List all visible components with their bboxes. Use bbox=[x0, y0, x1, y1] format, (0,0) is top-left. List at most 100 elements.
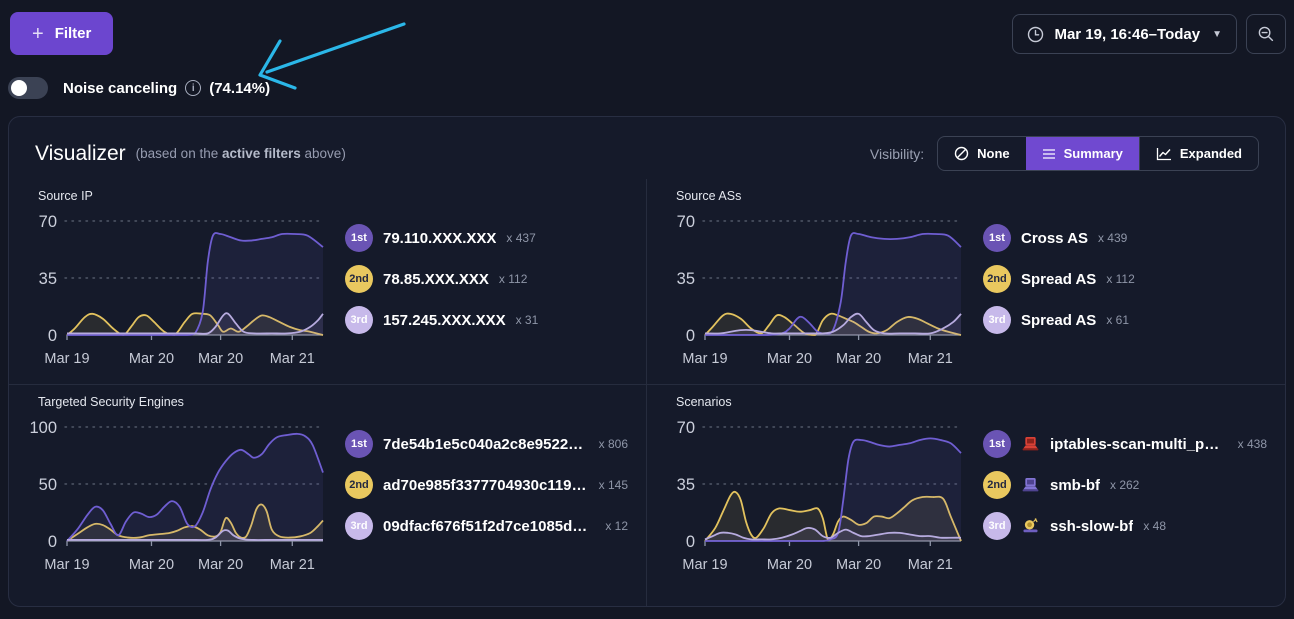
filter-button[interactable]: + Filter bbox=[10, 12, 114, 55]
svg-text:Mar 19: Mar 19 bbox=[44, 557, 89, 573]
date-range-button[interactable]: Mar 19, 16:46–Today ▼ bbox=[1012, 14, 1237, 54]
security-engines-legend: 1st 7de54b1e5c040a2c8e952278a3c3... x 80… bbox=[331, 391, 638, 579]
legend-row: 2nd smb-bf x 262 bbox=[983, 471, 1267, 499]
svg-text:Mar 20: Mar 20 bbox=[129, 351, 174, 367]
legend-count: x 262 bbox=[1110, 478, 1140, 492]
noise-canceling-toggle[interactable] bbox=[8, 77, 48, 99]
zoom-search-button[interactable] bbox=[1246, 14, 1286, 54]
legend-label: ad70e985f3377704930c119a85ccf... bbox=[383, 476, 589, 494]
svg-text:100: 100 bbox=[29, 419, 57, 437]
toggle-knob bbox=[11, 80, 27, 96]
noise-canceling-text: Noise canceling bbox=[63, 79, 178, 97]
chart-title: Source IP bbox=[38, 189, 93, 203]
legend-count: x 439 bbox=[1097, 231, 1128, 245]
source-ass-legend: 1st Cross AS x 439 2nd Spread AS x 112 3… bbox=[969, 185, 1277, 373]
legend-count: x 48 bbox=[1143, 519, 1167, 533]
laptop-purple-icon bbox=[1021, 477, 1040, 493]
noise-canceling-label: Noise canceling i (74.14%) bbox=[63, 80, 270, 97]
svg-text:Mar 21: Mar 21 bbox=[270, 351, 315, 367]
source-ip-chart: Source IP 0 35 70 Mar 19 Mar 20 Mar 20 Mar 21 bbox=[21, 185, 331, 384]
zoom-out-icon bbox=[1258, 26, 1274, 42]
visibility-expanded-button[interactable]: Expanded bbox=[1138, 137, 1258, 170]
svg-text:0: 0 bbox=[686, 533, 695, 551]
subtitle-bold: active filters bbox=[221, 146, 301, 161]
legend-label: ssh-slow-bf bbox=[1050, 517, 1134, 535]
visualizer-header: Visualizer (based on the active filters … bbox=[9, 117, 1285, 175]
subtitle-suffix: above) bbox=[300, 146, 346, 161]
legend-row: 2nd ad70e985f3377704930c119a85ccf... x 1… bbox=[345, 471, 628, 499]
svg-text:35: 35 bbox=[39, 270, 57, 288]
rank-badge: 1st bbox=[345, 430, 373, 458]
visibility-none-button[interactable]: None bbox=[938, 137, 1026, 170]
source-ip-plot: 0 35 70 Mar 19 Mar 20 Mar 20 Mar 21 bbox=[21, 203, 331, 376]
chart-title: Source ASs bbox=[676, 189, 742, 203]
source-ass-plot: 0 35 70 Mar 19 Mar 20 Mar 20 Mar 21 bbox=[659, 203, 969, 376]
legend-row: 3rd 09dfacf676f51f2d7ce1085d52b6061f x 1… bbox=[345, 512, 628, 540]
legend-count: x 31 bbox=[515, 313, 539, 327]
plus-icon: + bbox=[32, 22, 44, 45]
summary-list-icon bbox=[1042, 148, 1056, 160]
svg-text:Mar 19: Mar 19 bbox=[682, 557, 727, 573]
security-engines-plot: 0 50 100 Mar 19 Mar 20 Mar 20 Mar 21 bbox=[21, 409, 331, 582]
svg-text:Mar 20: Mar 20 bbox=[767, 351, 812, 367]
legend-row: 1st 79.110.XXX.XXX x 437 bbox=[345, 224, 628, 252]
svg-text:Mar 20: Mar 20 bbox=[836, 557, 881, 573]
visibility-control: Visibility: None Summary bbox=[870, 136, 1259, 171]
svg-text:35: 35 bbox=[677, 476, 695, 494]
security-engines-chart: Targeted Security Engines 0 50 100 Mar 19 Ma… bbox=[21, 391, 331, 606]
slash-circle-icon bbox=[954, 146, 969, 161]
svg-text:35: 35 bbox=[677, 270, 695, 288]
legend-row: 1st Cross AS x 439 bbox=[983, 224, 1267, 252]
svg-text:0: 0 bbox=[686, 327, 695, 345]
visibility-expanded-label: Expanded bbox=[1179, 146, 1242, 161]
visibility-summary-label: Summary bbox=[1063, 146, 1123, 161]
legend-label: 09dfacf676f51f2d7ce1085d52b6061f bbox=[383, 517, 595, 535]
legend-count: x 61 bbox=[1106, 313, 1129, 327]
svg-text:Mar 21: Mar 21 bbox=[270, 557, 315, 573]
panel-subtitle: (based on the active filters above) bbox=[136, 146, 346, 161]
svg-text:Mar 20: Mar 20 bbox=[198, 351, 243, 367]
legend-count: x 112 bbox=[498, 272, 528, 286]
legend-label: Spread AS bbox=[1021, 311, 1097, 329]
rank-badge: 1st bbox=[983, 430, 1011, 458]
noise-canceling-percent: (74.14%) bbox=[209, 79, 271, 97]
filter-button-label: Filter bbox=[54, 25, 92, 42]
svg-text:Mar 19: Mar 19 bbox=[44, 351, 89, 367]
chart-title: Targeted Security Engines bbox=[38, 395, 184, 409]
svg-text:50: 50 bbox=[39, 476, 57, 494]
chart-title: Scenarios bbox=[676, 395, 732, 409]
rank-badge: 2nd bbox=[983, 265, 1011, 293]
quadrant-scenarios: Scenarios 0 35 70 Mar 19 Mar 20 Mar 20 Mar 21 … bbox=[647, 385, 1285, 606]
info-icon[interactable]: i bbox=[185, 80, 202, 96]
legend-row: 3rd 157.245.XXX.XXX x 31 bbox=[345, 306, 628, 334]
legend-label: iptables-scan-multi_ports bbox=[1050, 435, 1228, 453]
line-chart-icon bbox=[1156, 147, 1172, 161]
quadrant-source-ip: Source IP 0 35 70 Mar 19 Mar 20 Mar 20 Mar 21 … bbox=[9, 179, 647, 385]
rank-badge: 3rd bbox=[983, 306, 1011, 334]
legend-count: x 437 bbox=[506, 231, 536, 245]
quadrant-source-ass: Source ASs 0 35 70 Mar 19 Mar 20 Mar 20 Mar 21… bbox=[647, 179, 1285, 385]
legend-row: 1st iptables-scan-multi_ports x 438 bbox=[983, 430, 1267, 458]
legend-row: 1st 7de54b1e5c040a2c8e952278a3c3... x 80… bbox=[345, 430, 628, 458]
svg-text:Mar 20: Mar 20 bbox=[129, 557, 174, 573]
clock-icon bbox=[1028, 26, 1044, 42]
visibility-label: Visibility: bbox=[869, 145, 925, 162]
scenarios-chart: Scenarios 0 35 70 Mar 19 Mar 20 Mar 20 Mar 21 bbox=[659, 391, 969, 606]
chevron-down-icon: ▼ bbox=[1212, 28, 1222, 40]
legend-row: 2nd 78.85.XXX.XXX x 112 bbox=[345, 265, 628, 293]
legend-label: 78.85.XXX.XXX bbox=[383, 270, 489, 288]
visibility-summary-button[interactable]: Summary bbox=[1025, 137, 1139, 170]
svg-text:0: 0 bbox=[48, 327, 57, 345]
laptop-red-icon bbox=[1021, 436, 1040, 452]
quadrant-security-engines: Targeted Security Engines 0 50 100 Mar 19 Ma… bbox=[9, 385, 647, 606]
page-title: Visualizer bbox=[35, 141, 126, 165]
visibility-none-label: None bbox=[977, 146, 1010, 161]
legend-count: x 112 bbox=[1106, 272, 1135, 286]
legend-label: smb-bf bbox=[1050, 476, 1100, 494]
legend-label: Spread AS bbox=[1021, 270, 1097, 288]
scenarios-legend: 1st iptables-scan-multi_ports x 438 2nd … bbox=[969, 391, 1277, 579]
rank-badge: 3rd bbox=[345, 306, 373, 334]
legend-row: 3rd ssh-slow-bf x 48 bbox=[983, 512, 1267, 540]
legend-label: 79.110.XXX.XXX bbox=[383, 229, 497, 247]
legend-label: 7de54b1e5c040a2c8e952278a3c3... bbox=[383, 435, 589, 453]
